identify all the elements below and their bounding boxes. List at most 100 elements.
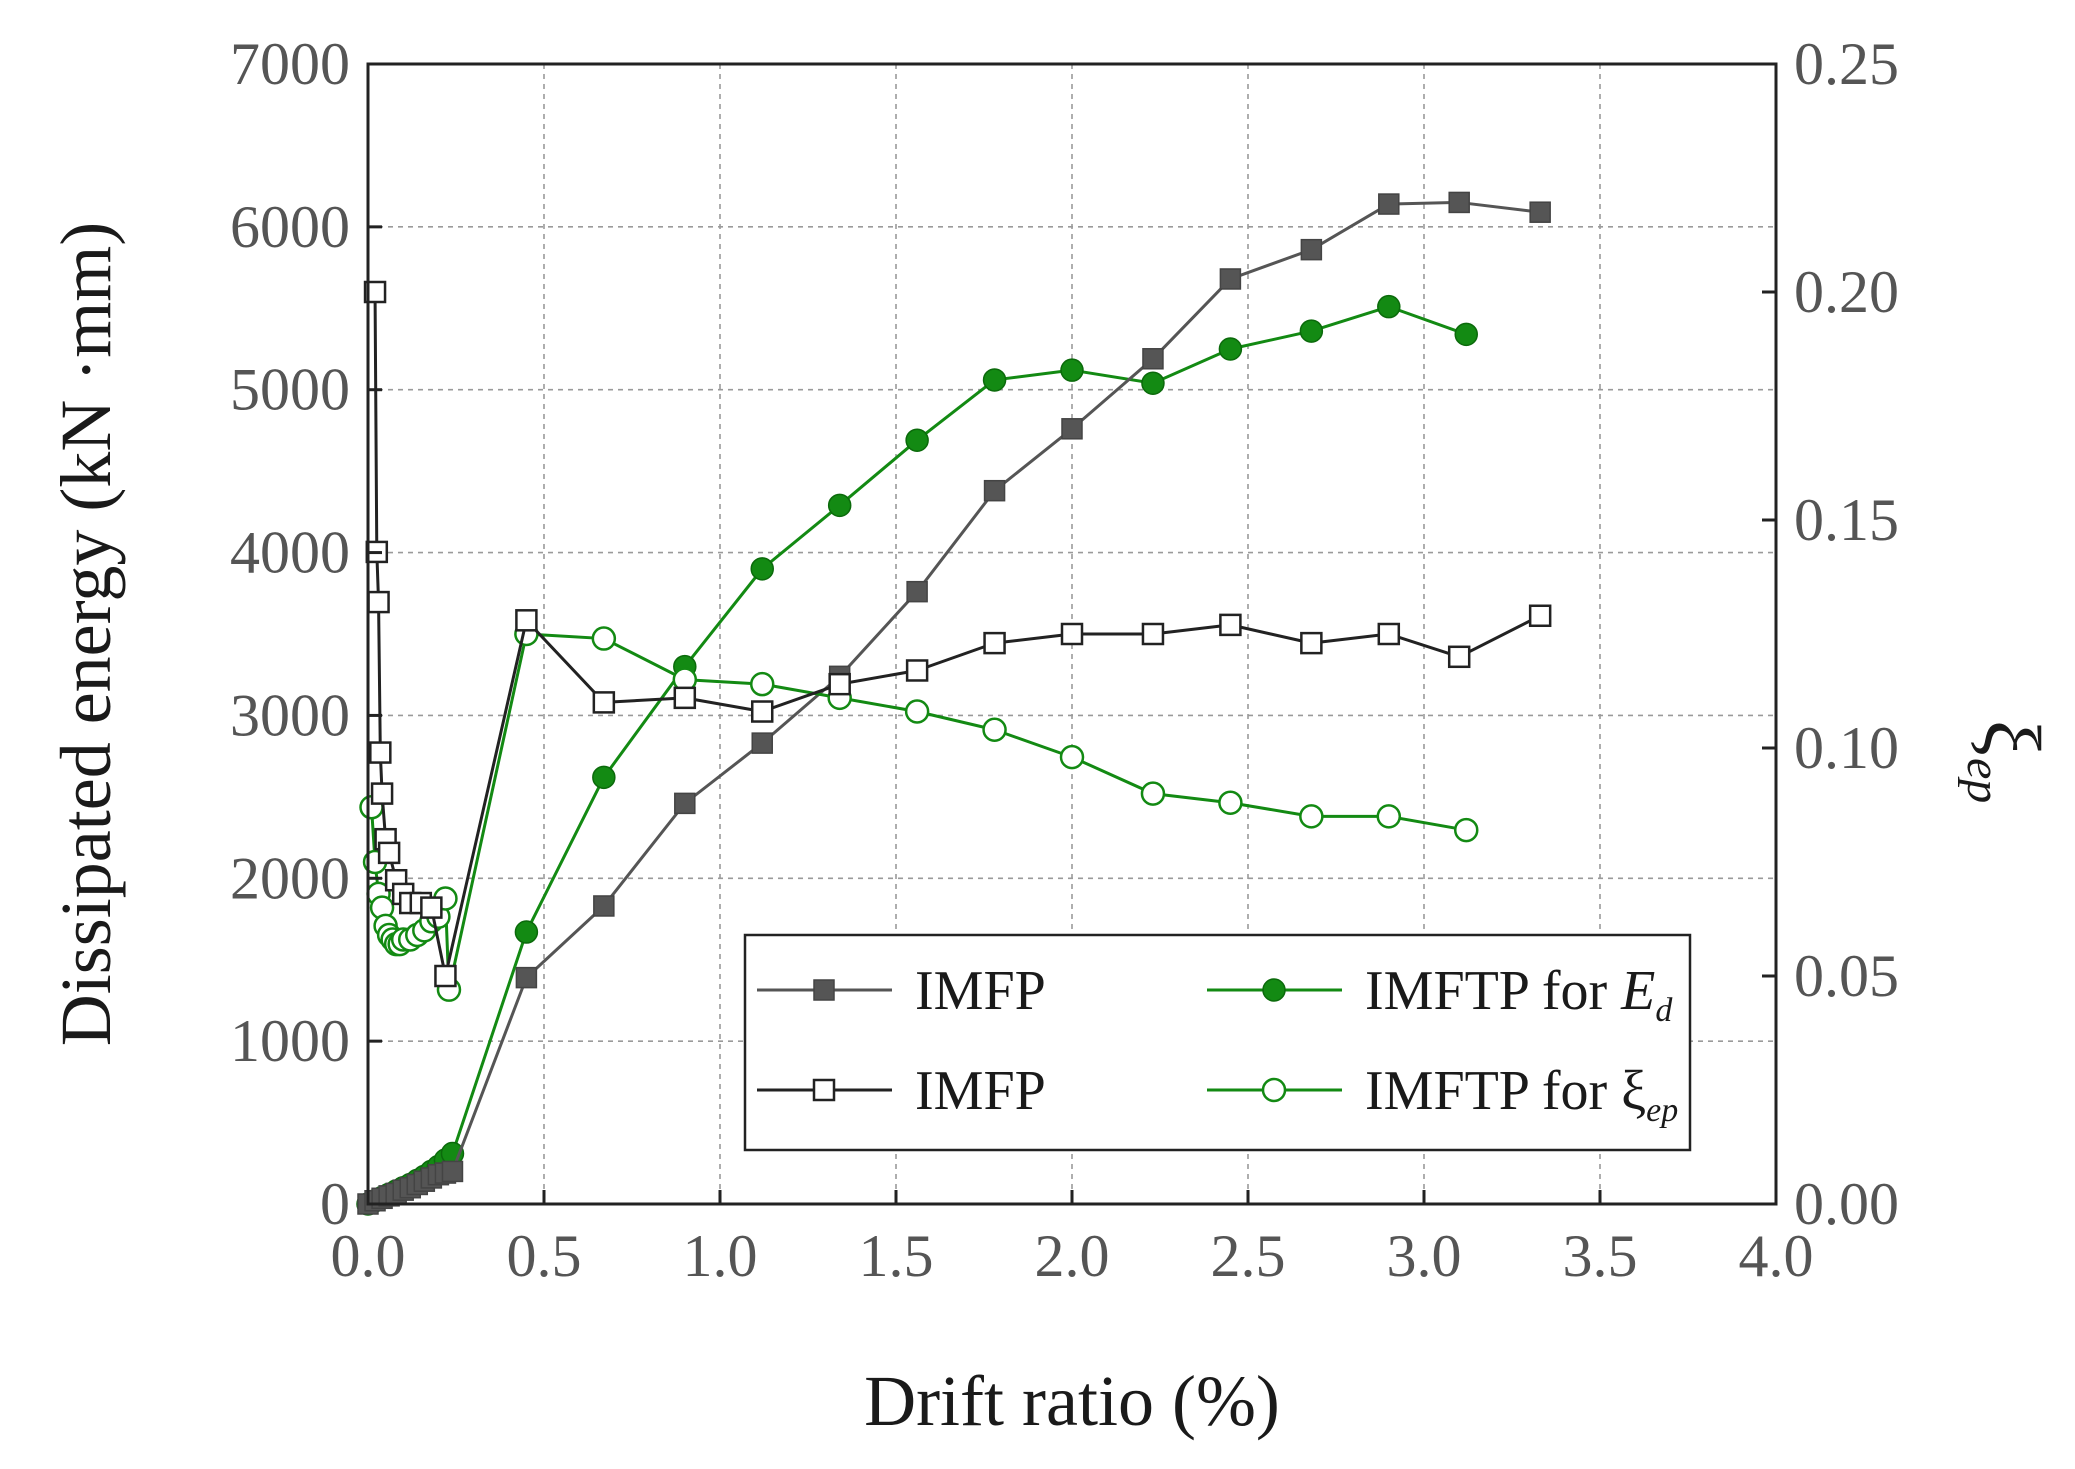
data-point bbox=[1447, 645, 1471, 669]
y-tick-label: 1000 bbox=[230, 1008, 350, 1074]
data-point bbox=[906, 580, 928, 603]
y-tick-label: 6000 bbox=[230, 194, 350, 260]
series-2 bbox=[363, 280, 1552, 988]
legend-entry: IMFTP for ξep bbox=[1207, 1060, 1678, 1129]
data-point bbox=[905, 659, 929, 682]
y2-tick-label: 0.25 bbox=[1794, 31, 1899, 97]
legend-label: IMFP bbox=[915, 1060, 1046, 1122]
data-point bbox=[514, 920, 539, 944]
data-point bbox=[592, 691, 616, 714]
legend-marker bbox=[813, 979, 835, 1001]
data-point bbox=[1219, 613, 1242, 637]
data-point bbox=[370, 782, 394, 805]
x-axis-title: Drift ratio (%) bbox=[864, 1361, 1280, 1441]
y-tick-label: 0 bbox=[320, 1171, 350, 1237]
data-point bbox=[434, 964, 457, 988]
data-point bbox=[751, 732, 773, 754]
series-layer bbox=[356, 191, 1552, 1216]
data-point bbox=[749, 671, 775, 697]
series-0 bbox=[357, 191, 1551, 1215]
y2-axis-title-symbol: ξ bbox=[1967, 720, 2055, 756]
x-tick-label: 2.0 bbox=[1035, 1223, 1110, 1289]
data-point bbox=[827, 493, 852, 518]
data-point bbox=[367, 590, 390, 614]
data-point bbox=[828, 672, 851, 696]
data-point bbox=[1529, 201, 1551, 223]
x-tick-label: 1.5 bbox=[859, 1223, 934, 1289]
data-point bbox=[750, 557, 774, 581]
legend-label: IMFP bbox=[915, 960, 1046, 1022]
data-point bbox=[592, 765, 616, 790]
y-tick-label: 5000 bbox=[230, 357, 350, 423]
y-tick-label: 2000 bbox=[230, 845, 350, 911]
legend-entry: IMFP bbox=[757, 1060, 1046, 1122]
y2-tick-label: 0.05 bbox=[1794, 943, 1899, 1009]
grid bbox=[368, 64, 1776, 1204]
x-tick-label: 1.0 bbox=[683, 1223, 758, 1289]
y2-tick-label: 0.00 bbox=[1794, 1171, 1899, 1237]
legend-marker bbox=[812, 1078, 836, 1102]
data-point bbox=[1218, 337, 1243, 361]
legend-entry: IMFP bbox=[757, 960, 1046, 1022]
data-point bbox=[420, 896, 443, 919]
data-point bbox=[1300, 238, 1323, 261]
y-tick-label: 3000 bbox=[230, 682, 350, 748]
data-point bbox=[982, 717, 1007, 743]
data-point bbox=[515, 966, 538, 989]
y2-tick-label: 0.20 bbox=[1794, 259, 1899, 325]
data-point bbox=[1060, 622, 1084, 646]
data-point bbox=[1299, 804, 1324, 829]
data-point bbox=[1378, 193, 1400, 215]
legend: IMFP IMFTP for Ed IMFP IMFTP for ξep bbox=[743, 933, 1692, 1152]
data-point bbox=[1060, 358, 1084, 382]
data-point bbox=[1141, 622, 1165, 646]
ticks: 0.0 0.5 1.0 1.5 2.0 2.5 3.0 3.5 4.0 0 1000 2000 3000… bbox=[230, 31, 1899, 1289]
data-point bbox=[377, 841, 401, 865]
data-point bbox=[1141, 371, 1165, 395]
legend-label: IMFTP for Ed bbox=[1365, 960, 1673, 1029]
data-point bbox=[983, 631, 1006, 655]
x-tick-label: 0.0 bbox=[331, 1223, 406, 1289]
data-point bbox=[1142, 348, 1164, 370]
data-point bbox=[1528, 604, 1552, 628]
data-point bbox=[1453, 817, 1479, 843]
data-point bbox=[1299, 319, 1324, 343]
y2-axis-title-subscript: ep bbox=[1957, 758, 2010, 803]
data-point bbox=[1377, 294, 1401, 319]
data-point bbox=[441, 1160, 464, 1183]
x-tick-label: 3.0 bbox=[1387, 1223, 1462, 1289]
data-point bbox=[750, 700, 774, 723]
x-tick-label: 3.5 bbox=[1563, 1223, 1638, 1289]
legend-box bbox=[743, 933, 1692, 1152]
data-point bbox=[363, 280, 387, 304]
y2-tick-label: 0.15 bbox=[1794, 487, 1899, 553]
data-point bbox=[982, 368, 1007, 392]
y2-axis-title: ξ ep bbox=[1957, 720, 2055, 803]
data-point bbox=[1059, 744, 1085, 770]
data-point bbox=[1061, 418, 1083, 440]
y-tick-label: 7000 bbox=[230, 31, 350, 97]
data-point bbox=[1448, 191, 1470, 214]
legend-marker bbox=[1262, 978, 1286, 1002]
data-point bbox=[1218, 790, 1243, 815]
data-point bbox=[905, 428, 929, 452]
data-point bbox=[1376, 804, 1402, 829]
y-tick-label: 4000 bbox=[230, 520, 350, 586]
y-axis-title: Dissipated energy (kN ·mm) bbox=[46, 222, 126, 1046]
y2-tick-label: 0.10 bbox=[1794, 715, 1899, 781]
legend-entry: IMFTP for Ed bbox=[1207, 960, 1673, 1029]
data-point bbox=[515, 609, 538, 632]
data-point bbox=[904, 699, 930, 724]
data-point bbox=[1300, 631, 1323, 655]
data-point bbox=[1454, 322, 1478, 347]
x-tick-label: 4.0 bbox=[1739, 1223, 1814, 1289]
data-point bbox=[673, 686, 697, 710]
data-point bbox=[983, 479, 1006, 502]
data-point bbox=[593, 895, 615, 917]
legend-marker bbox=[1261, 1077, 1287, 1103]
data-point bbox=[591, 626, 617, 651]
legend-label: IMFTP for ξep bbox=[1365, 1060, 1678, 1129]
data-point bbox=[674, 792, 696, 815]
data-point bbox=[369, 741, 392, 764]
